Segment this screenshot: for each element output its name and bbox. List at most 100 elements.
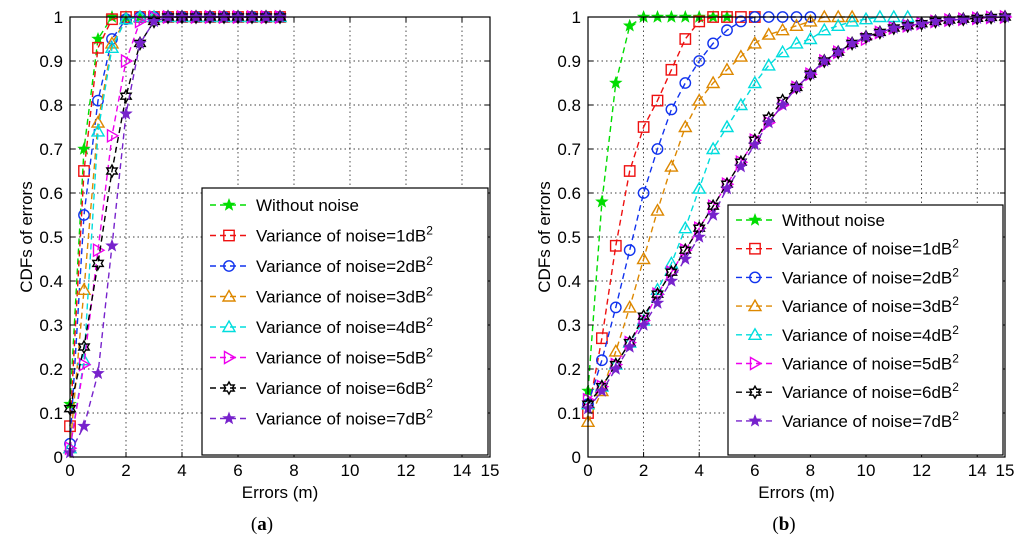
data-point bbox=[91, 366, 105, 380]
legend-marker bbox=[748, 212, 762, 226]
data-point bbox=[873, 25, 887, 39]
legend-label-superscript: 2 bbox=[952, 380, 959, 394]
data-point bbox=[831, 45, 845, 58]
legend-label: Variance of noise=6dB2 bbox=[256, 376, 433, 398]
legend-label-superscript: 2 bbox=[426, 285, 433, 299]
data-point bbox=[775, 97, 790, 111]
legend-entry: Variance of noise=4dB2 bbox=[210, 315, 433, 337]
y-tick-label: 0.6 bbox=[39, 184, 63, 203]
data-point bbox=[665, 103, 678, 116]
data-point bbox=[678, 251, 693, 265]
data-point bbox=[803, 66, 817, 82]
data-point bbox=[830, 18, 846, 31]
legend-box bbox=[201, 187, 489, 456]
data-point bbox=[705, 75, 721, 89]
legend: Without noise Variance of noise=1dB2 Varia… bbox=[201, 187, 489, 456]
data-point bbox=[706, 207, 720, 221]
x-tick-label: 0 bbox=[583, 461, 592, 480]
y-tick-label: 0.8 bbox=[39, 96, 63, 115]
data-point bbox=[273, 9, 287, 25]
legend-marker bbox=[223, 260, 235, 272]
legend-box bbox=[727, 204, 1004, 456]
data-point bbox=[622, 299, 637, 313]
data-point bbox=[789, 80, 804, 94]
data-point bbox=[680, 242, 693, 258]
legend-marker bbox=[749, 242, 761, 255]
data-point bbox=[817, 53, 831, 69]
data-point bbox=[707, 37, 719, 50]
x-tick-label: 2 bbox=[121, 461, 130, 480]
data-point bbox=[91, 255, 105, 271]
data-point bbox=[817, 53, 832, 67]
ticks: 0 2 4 6 8 10 12 14 1500.10.20.30.40.50.60.70.80.… bbox=[39, 8, 499, 480]
data-point bbox=[77, 339, 91, 355]
x-axis-label: Errors (m) bbox=[758, 483, 834, 502]
data-point bbox=[609, 75, 623, 89]
legend-label: Variance of noise=7dB2 bbox=[256, 407, 433, 429]
data-point bbox=[664, 273, 679, 287]
data-point bbox=[970, 10, 984, 26]
x-tick-label: 4 bbox=[177, 461, 186, 480]
data-point bbox=[650, 203, 665, 216]
legend-entry: Variance of noise=6dB2 bbox=[210, 376, 433, 398]
series-line bbox=[587, 16, 908, 405]
y-tick-label: 0.9 bbox=[557, 52, 581, 71]
data-point bbox=[119, 88, 133, 104]
y-tick-label: 1 bbox=[54, 8, 63, 27]
legend-entry: Variance of noise=3dB2 bbox=[210, 285, 433, 307]
data-point bbox=[147, 14, 161, 28]
data-point bbox=[90, 115, 106, 128]
data-point bbox=[623, 165, 636, 177]
data-point bbox=[803, 31, 818, 45]
data-point bbox=[733, 49, 749, 62]
legend-label-superscript: 2 bbox=[952, 237, 959, 251]
data-point bbox=[77, 419, 91, 432]
y-tick-label: 0.7 bbox=[557, 140, 581, 159]
data-point bbox=[203, 9, 217, 25]
legend-label-superscript: 2 bbox=[952, 265, 959, 279]
legend-entry: Variance of noise=5dB2 bbox=[736, 352, 959, 374]
data-point bbox=[747, 75, 763, 89]
data-point bbox=[622, 339, 637, 353]
data-point bbox=[637, 121, 650, 133]
legend-marker bbox=[749, 271, 761, 284]
data-point bbox=[651, 94, 664, 107]
data-point bbox=[942, 13, 957, 26]
data-point bbox=[775, 22, 790, 36]
data-point bbox=[775, 44, 790, 58]
data-point bbox=[91, 31, 105, 45]
data-point bbox=[679, 33, 692, 45]
ticks: 0 2 4 6 8 10 12 14 1500.10.20.30.40.50.60.70.80.… bbox=[557, 8, 1014, 480]
y-axis-label: CDFs of errors bbox=[17, 181, 36, 292]
y-tick-label: 0.4 bbox=[557, 272, 581, 291]
legend-label: Variance of noise=4dB2 bbox=[256, 315, 433, 337]
data-point bbox=[693, 15, 706, 28]
data-point bbox=[76, 282, 92, 295]
data-point bbox=[721, 24, 733, 37]
y-tick-label: 0.9 bbox=[39, 52, 63, 71]
data-point bbox=[175, 9, 189, 25]
data-point bbox=[637, 187, 650, 199]
y-tick-label: 0.3 bbox=[39, 316, 63, 335]
legend-entry: Variance of noise=2dB2 bbox=[736, 265, 959, 287]
y-tick-label: 0.8 bbox=[557, 96, 581, 115]
data-point bbox=[817, 22, 832, 36]
chart-panel-b: 0 2 4 6 8 10 12 14 1500.10.20.30.40.50.60.70.80.… bbox=[535, 8, 1014, 502]
data-point bbox=[147, 13, 161, 29]
x-axis-label: Errors (m) bbox=[242, 483, 318, 502]
legend-marker bbox=[748, 384, 762, 400]
legend-label: Variance of noise=3dB2 bbox=[782, 294, 959, 316]
data-point bbox=[735, 15, 747, 28]
legend-label: Variance of noise=1dB2 bbox=[782, 237, 959, 259]
data-point bbox=[78, 209, 90, 221]
legend-entry: Variance of noise=1dB2 bbox=[210, 224, 433, 246]
data-point bbox=[596, 332, 608, 345]
data-point bbox=[106, 33, 118, 45]
legend-label-superscript: 2 bbox=[426, 254, 433, 268]
data-point bbox=[650, 295, 665, 309]
legend-marker bbox=[747, 327, 763, 340]
y-tick-label: 0 bbox=[54, 448, 63, 467]
y-tick-label: 0.5 bbox=[39, 228, 63, 247]
x-tick-label: 0 bbox=[65, 461, 74, 480]
